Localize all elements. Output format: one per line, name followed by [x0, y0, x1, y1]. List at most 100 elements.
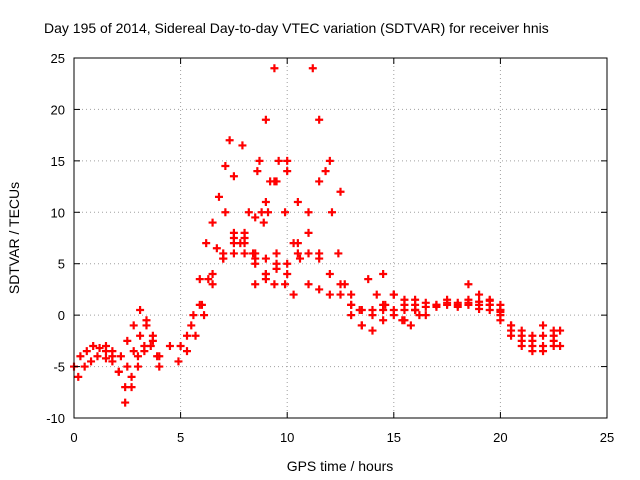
- data-point: [406, 321, 415, 330]
- data-point: [200, 311, 209, 320]
- series-arc-20: [308, 64, 364, 314]
- y-axis-label: SDTVAR / TECUs: [6, 182, 22, 294]
- data-point: [539, 342, 548, 350]
- data-point: [411, 306, 420, 314]
- data-point: [127, 372, 136, 381]
- data-point: [347, 311, 356, 320]
- data-point: [274, 156, 283, 165]
- y-tick-label: -10: [46, 411, 65, 426]
- data-point: [304, 208, 313, 217]
- y-tick-label: -5: [53, 360, 65, 375]
- data-point: [212, 244, 221, 253]
- data-point: [443, 300, 452, 309]
- x-tick-label: 10: [280, 430, 294, 445]
- data-point: [182, 347, 191, 356]
- data-point: [82, 347, 91, 356]
- data-point: [304, 228, 313, 237]
- data-point: [368, 306, 377, 314]
- data-point: [195, 275, 204, 284]
- series-arc-31: [496, 316, 565, 350]
- data-point: [293, 239, 302, 248]
- data-point: [261, 198, 270, 206]
- plot-frame: [73, 57, 608, 419]
- data-point: [155, 352, 164, 361]
- data-point: [496, 316, 505, 325]
- series-arc-17: [257, 156, 324, 258]
- data-point: [270, 64, 279, 73]
- data-point: [283, 259, 292, 268]
- data-point: [240, 228, 249, 237]
- data-point: [229, 234, 238, 242]
- data-point: [116, 352, 125, 361]
- data-point: [549, 336, 558, 345]
- data-point: [266, 177, 275, 186]
- data-point: [270, 280, 279, 289]
- data-point: [507, 331, 516, 340]
- data-point: [108, 347, 117, 356]
- y-tick-label: 25: [51, 51, 65, 66]
- series-arc-2: [74, 352, 117, 381]
- data-point: [315, 285, 324, 294]
- data-point: [272, 264, 281, 273]
- data-point: [208, 218, 217, 227]
- data-point: [304, 280, 313, 289]
- data-point: [229, 249, 238, 258]
- data-point: [289, 290, 298, 299]
- data-point: [229, 172, 238, 181]
- data-point: [89, 342, 98, 350]
- data-point: [133, 362, 142, 371]
- data-point: [74, 372, 83, 381]
- data-point: [556, 342, 565, 350]
- data-point: [315, 115, 324, 124]
- data-point: [357, 321, 366, 330]
- data-point: [421, 298, 430, 307]
- x-tick-label: 15: [387, 430, 401, 445]
- y-tick-label: 10: [51, 205, 65, 220]
- data-point: [202, 239, 211, 248]
- data-point: [208, 280, 217, 289]
- series-arc-11: [208, 228, 270, 284]
- data-point: [80, 362, 89, 371]
- data-point: [189, 311, 198, 320]
- x-tick-label: 5: [177, 430, 184, 445]
- data-point: [347, 300, 356, 309]
- data-point: [165, 342, 174, 350]
- data-point: [453, 302, 462, 311]
- data-point: [475, 304, 484, 313]
- data-point: [93, 352, 102, 361]
- data-point: [148, 336, 157, 345]
- data-point: [389, 290, 398, 299]
- data-point: [517, 326, 526, 335]
- data-point: [304, 249, 313, 258]
- data-point: [249, 249, 258, 258]
- data-point: [364, 275, 373, 284]
- data-point: [146, 342, 155, 350]
- data-point: [517, 342, 526, 350]
- data-point: [133, 352, 142, 361]
- data-point: [261, 115, 270, 124]
- data-point: [293, 249, 302, 258]
- data-point: [251, 259, 260, 268]
- data-point: [549, 326, 558, 335]
- data-point: [225, 136, 234, 145]
- series-arc-24: [364, 275, 424, 330]
- y-tick-label: 20: [51, 102, 65, 117]
- series-arc-18: [255, 156, 298, 299]
- data-point: [347, 290, 356, 299]
- data-point: [251, 213, 260, 222]
- data-point: [221, 208, 230, 217]
- data-point: [129, 321, 138, 330]
- series-arc-16: [251, 249, 334, 289]
- data-point: [221, 162, 230, 170]
- data-point: [315, 249, 324, 258]
- ticks-layer: 0 5 10 15 20 25 -10 -5 0 5 10 15 20 25: [46, 51, 614, 445]
- series-arc-9: [187, 141, 247, 330]
- y-tick-label: 0: [58, 308, 65, 323]
- data-point: [421, 311, 430, 320]
- data-point: [236, 239, 245, 248]
- data-point: [325, 290, 334, 299]
- data-point: [411, 295, 420, 304]
- data-point: [253, 167, 262, 176]
- data-point: [336, 187, 345, 196]
